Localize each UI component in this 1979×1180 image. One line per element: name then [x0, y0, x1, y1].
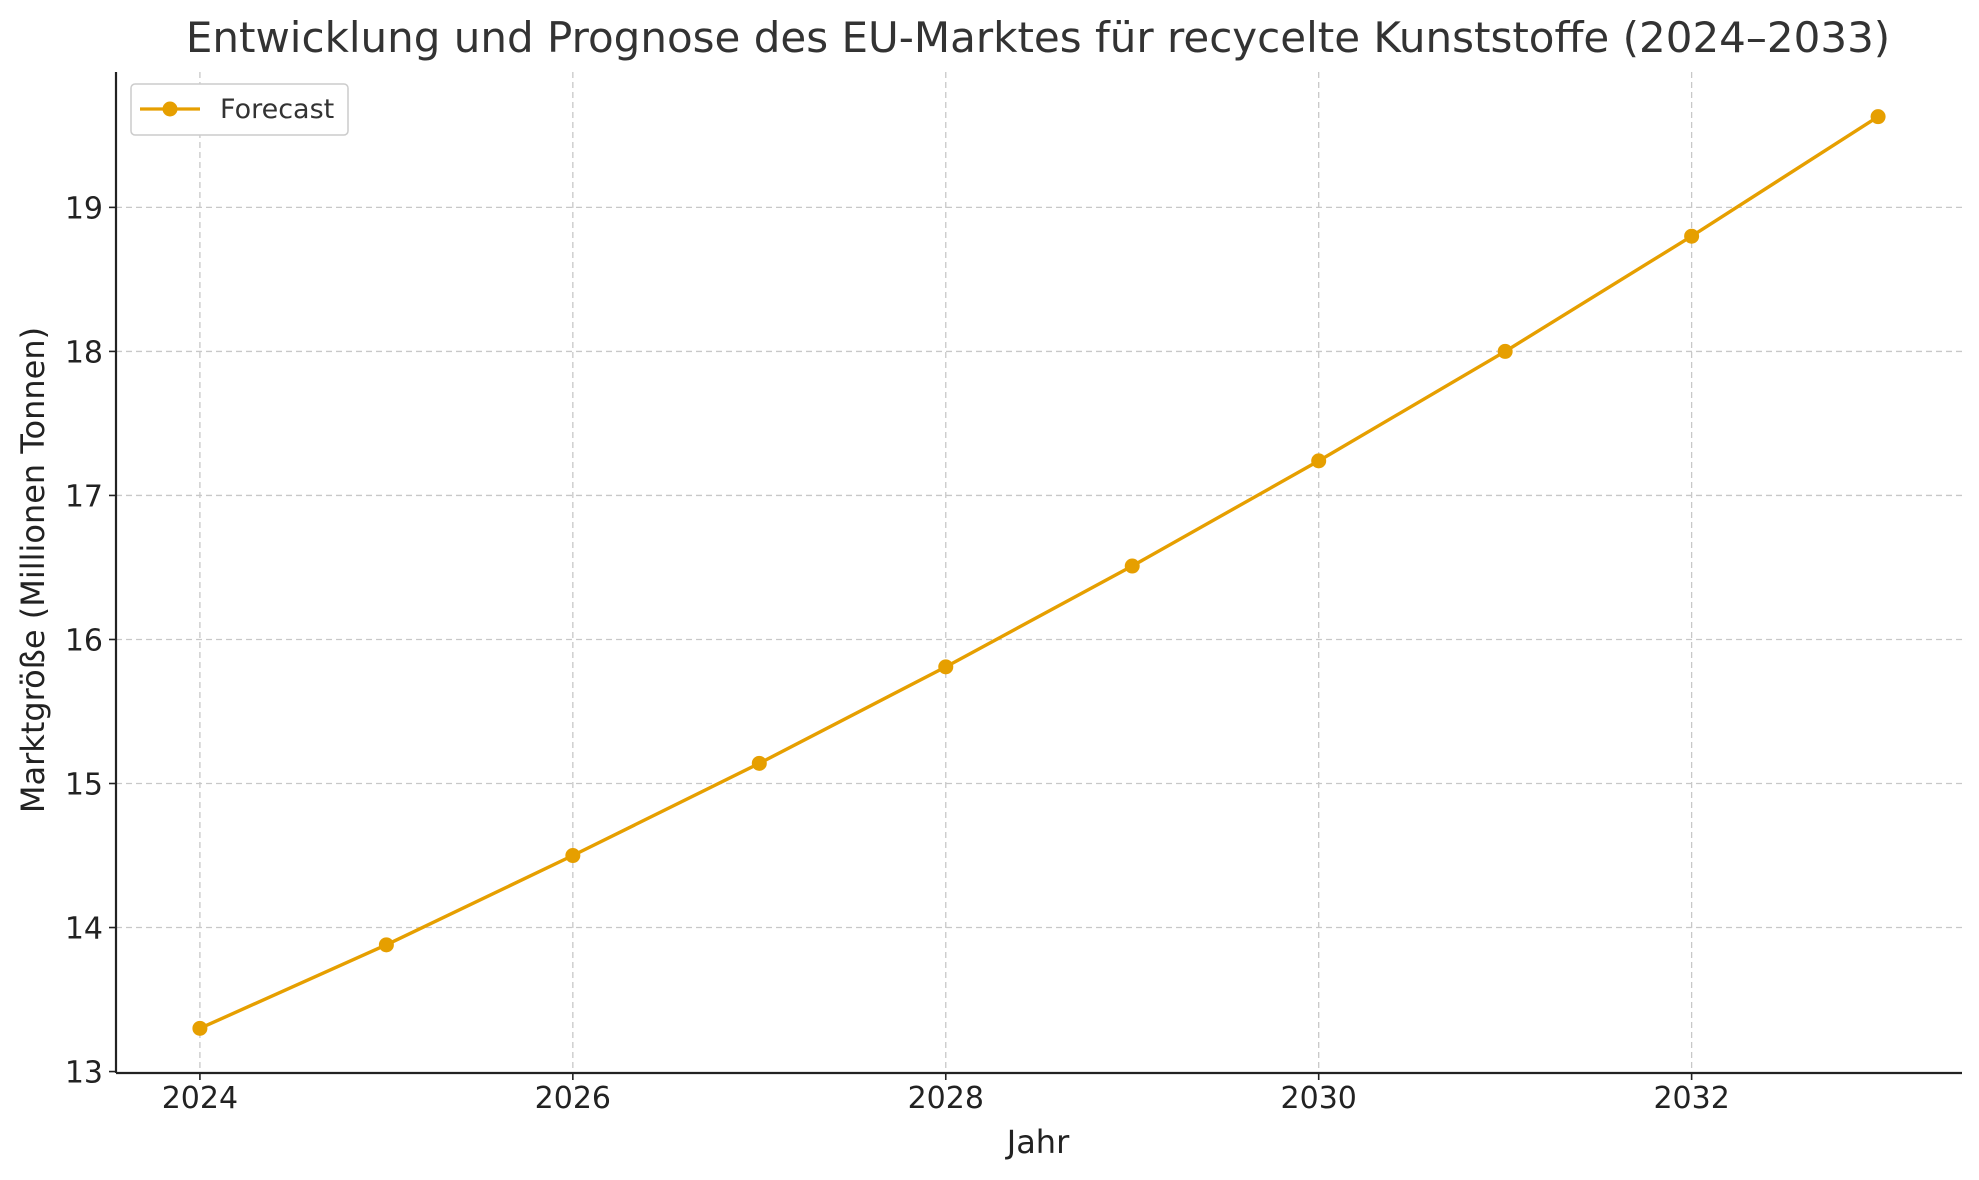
data-point	[751, 755, 767, 771]
series-line	[199, 115, 1880, 1030]
data-point	[565, 848, 581, 864]
y-tick-label: 13	[65, 1056, 103, 1091]
legend-swatch-marker	[162, 101, 178, 117]
data-point	[1684, 228, 1700, 244]
x-tick-label: 2030	[1281, 1081, 1357, 1116]
grid	[116, 72, 1962, 1073]
chart-title: Entwicklung und Prognose des EU-Marktes …	[186, 13, 1890, 62]
y-tick-label: 16	[65, 623, 103, 658]
data-point	[192, 1020, 208, 1036]
y-tick-label: 15	[65, 768, 103, 803]
data-point	[1311, 453, 1327, 469]
x-tick-label: 2028	[908, 1081, 984, 1116]
x-axis-label: Jahr	[1005, 1123, 1070, 1161]
series-layer	[192, 109, 1886, 1036]
x-tick-label: 2032	[1653, 1081, 1729, 1116]
y-tick-label: 17	[65, 479, 103, 514]
legend-label: Forecast	[220, 94, 334, 125]
data-point	[938, 659, 954, 675]
data-point	[1124, 558, 1140, 574]
data-point	[1497, 343, 1513, 359]
x-tick-label: 2024	[162, 1081, 238, 1116]
axes	[114, 72, 1962, 1075]
legend-box	[130, 83, 349, 136]
x-tick-label: 2026	[535, 1081, 611, 1116]
y-tick-label: 18	[65, 335, 103, 370]
y-tick-label: 19	[65, 191, 103, 226]
y-tick-label: 14	[65, 912, 103, 947]
data-point	[1870, 109, 1886, 125]
data-point	[378, 937, 394, 953]
y-axis-label: Marktgröße (Millionen Tonnen)	[14, 327, 52, 813]
ticks: 2024 2026 2028 2030 2032 13 14 15 16 17 18 19	[65, 191, 1730, 1116]
legend: Forecast	[130, 83, 349, 136]
